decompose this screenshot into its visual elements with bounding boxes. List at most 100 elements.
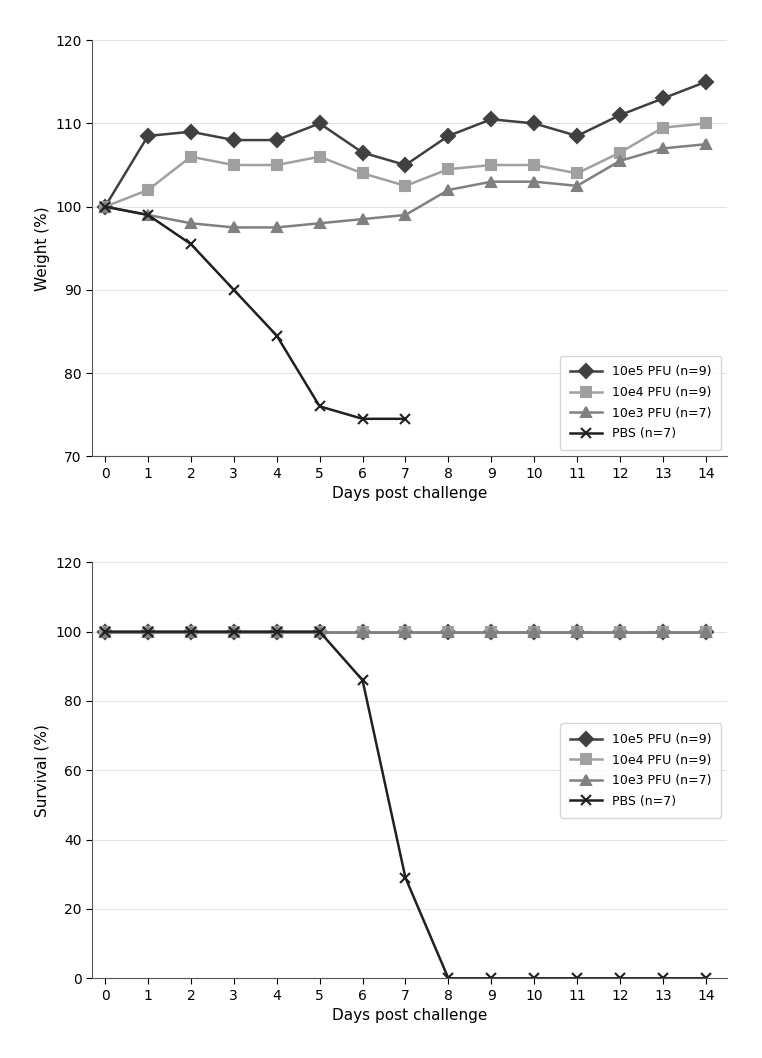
10e5 PFU (n=9)	[401, 625, 410, 638]
10e3 PFU (n=7)	[616, 154, 625, 167]
PBS (n=7)	[101, 200, 110, 213]
10e4 PFU (n=9)	[701, 625, 710, 638]
10e4 PFU (n=9)	[101, 625, 110, 638]
X-axis label: Days post challenge: Days post challenge	[332, 487, 488, 501]
PBS (n=7)	[358, 674, 367, 687]
10e3 PFU (n=7)	[401, 208, 410, 221]
10e5 PFU (n=9)	[315, 625, 324, 638]
Line: 10e5 PFU (n=9): 10e5 PFU (n=9)	[101, 77, 711, 212]
PBS (n=7)	[229, 625, 239, 638]
10e5 PFU (n=9)	[616, 109, 625, 122]
10e3 PFU (n=7)	[358, 213, 367, 225]
10e4 PFU (n=9)	[315, 150, 324, 163]
10e5 PFU (n=9)	[101, 625, 110, 638]
10e5 PFU (n=9)	[616, 625, 625, 638]
PBS (n=7)	[701, 972, 710, 985]
10e4 PFU (n=9)	[187, 150, 196, 163]
10e5 PFU (n=9)	[272, 625, 281, 638]
PBS (n=7)	[187, 238, 196, 251]
10e4 PFU (n=9)	[101, 200, 110, 213]
10e4 PFU (n=9)	[443, 163, 453, 176]
10e5 PFU (n=9)	[487, 625, 496, 638]
10e5 PFU (n=9)	[401, 159, 410, 171]
10e3 PFU (n=7)	[101, 200, 110, 213]
10e4 PFU (n=9)	[401, 625, 410, 638]
10e3 PFU (n=7)	[358, 625, 367, 638]
PBS (n=7)	[572, 972, 581, 985]
10e3 PFU (n=7)	[101, 625, 110, 638]
10e5 PFU (n=9)	[143, 625, 152, 638]
10e3 PFU (n=7)	[272, 625, 281, 638]
10e5 PFU (n=9)	[701, 75, 710, 88]
PBS (n=7)	[401, 413, 410, 425]
10e3 PFU (n=7)	[443, 184, 453, 197]
10e4 PFU (n=9)	[487, 159, 496, 171]
10e5 PFU (n=9)	[358, 146, 367, 159]
Line: 10e3 PFU (n=7): 10e3 PFU (n=7)	[101, 626, 711, 637]
10e3 PFU (n=7)	[530, 176, 539, 188]
Line: 10e3 PFU (n=7): 10e3 PFU (n=7)	[101, 140, 711, 233]
10e5 PFU (n=9)	[272, 133, 281, 146]
Legend: 10e5 PFU (n=9), 10e4 PFU (n=9), 10e3 PFU (n=7), PBS (n=7): 10e5 PFU (n=9), 10e4 PFU (n=9), 10e3 PFU…	[560, 723, 721, 818]
10e4 PFU (n=9)	[530, 159, 539, 171]
10e4 PFU (n=9)	[616, 625, 625, 638]
10e4 PFU (n=9)	[187, 625, 196, 638]
10e3 PFU (n=7)	[143, 208, 152, 221]
10e4 PFU (n=9)	[143, 625, 152, 638]
10e4 PFU (n=9)	[616, 146, 625, 159]
10e3 PFU (n=7)	[401, 625, 410, 638]
PBS (n=7)	[143, 208, 152, 221]
10e3 PFU (n=7)	[572, 625, 581, 638]
10e3 PFU (n=7)	[272, 221, 281, 234]
10e3 PFU (n=7)	[530, 625, 539, 638]
10e5 PFU (n=9)	[701, 625, 710, 638]
10e4 PFU (n=9)	[572, 167, 581, 180]
PBS (n=7)	[315, 400, 324, 413]
10e5 PFU (n=9)	[530, 625, 539, 638]
Line: 10e5 PFU (n=9): 10e5 PFU (n=9)	[101, 626, 711, 637]
10e5 PFU (n=9)	[187, 625, 196, 638]
10e4 PFU (n=9)	[658, 625, 668, 638]
10e5 PFU (n=9)	[358, 625, 367, 638]
Y-axis label: Weight (%): Weight (%)	[35, 206, 50, 291]
10e3 PFU (n=7)	[658, 625, 668, 638]
Line: 10e4 PFU (n=9): 10e4 PFU (n=9)	[101, 626, 711, 637]
10e3 PFU (n=7)	[572, 180, 581, 193]
10e3 PFU (n=7)	[187, 217, 196, 230]
10e4 PFU (n=9)	[272, 625, 281, 638]
10e5 PFU (n=9)	[658, 625, 668, 638]
10e5 PFU (n=9)	[572, 129, 581, 142]
10e5 PFU (n=9)	[443, 129, 453, 142]
10e5 PFU (n=9)	[315, 117, 324, 130]
10e3 PFU (n=7)	[443, 625, 453, 638]
10e4 PFU (n=9)	[443, 625, 453, 638]
10e5 PFU (n=9)	[101, 200, 110, 213]
10e5 PFU (n=9)	[530, 117, 539, 130]
10e3 PFU (n=7)	[487, 625, 496, 638]
PBS (n=7)	[530, 972, 539, 985]
PBS (n=7)	[101, 625, 110, 638]
10e3 PFU (n=7)	[187, 625, 196, 638]
PBS (n=7)	[616, 972, 625, 985]
PBS (n=7)	[487, 972, 496, 985]
10e4 PFU (n=9)	[487, 625, 496, 638]
Line: 10e4 PFU (n=9): 10e4 PFU (n=9)	[101, 118, 711, 212]
10e5 PFU (n=9)	[443, 625, 453, 638]
PBS (n=7)	[401, 872, 410, 884]
10e5 PFU (n=9)	[187, 126, 196, 139]
10e4 PFU (n=9)	[658, 122, 668, 134]
PBS (n=7)	[143, 625, 152, 638]
10e3 PFU (n=7)	[229, 221, 239, 234]
10e4 PFU (n=9)	[229, 625, 239, 638]
10e4 PFU (n=9)	[315, 625, 324, 638]
10e3 PFU (n=7)	[701, 138, 710, 150]
10e3 PFU (n=7)	[229, 625, 239, 638]
10e4 PFU (n=9)	[358, 167, 367, 180]
PBS (n=7)	[187, 625, 196, 638]
10e4 PFU (n=9)	[229, 159, 239, 171]
10e5 PFU (n=9)	[487, 113, 496, 126]
Line: PBS (n=7): PBS (n=7)	[101, 626, 711, 983]
10e3 PFU (n=7)	[487, 176, 496, 188]
Legend: 10e5 PFU (n=9), 10e4 PFU (n=9), 10e3 PFU (n=7), PBS (n=7): 10e5 PFU (n=9), 10e4 PFU (n=9), 10e3 PFU…	[560, 355, 721, 450]
10e4 PFU (n=9)	[358, 625, 367, 638]
